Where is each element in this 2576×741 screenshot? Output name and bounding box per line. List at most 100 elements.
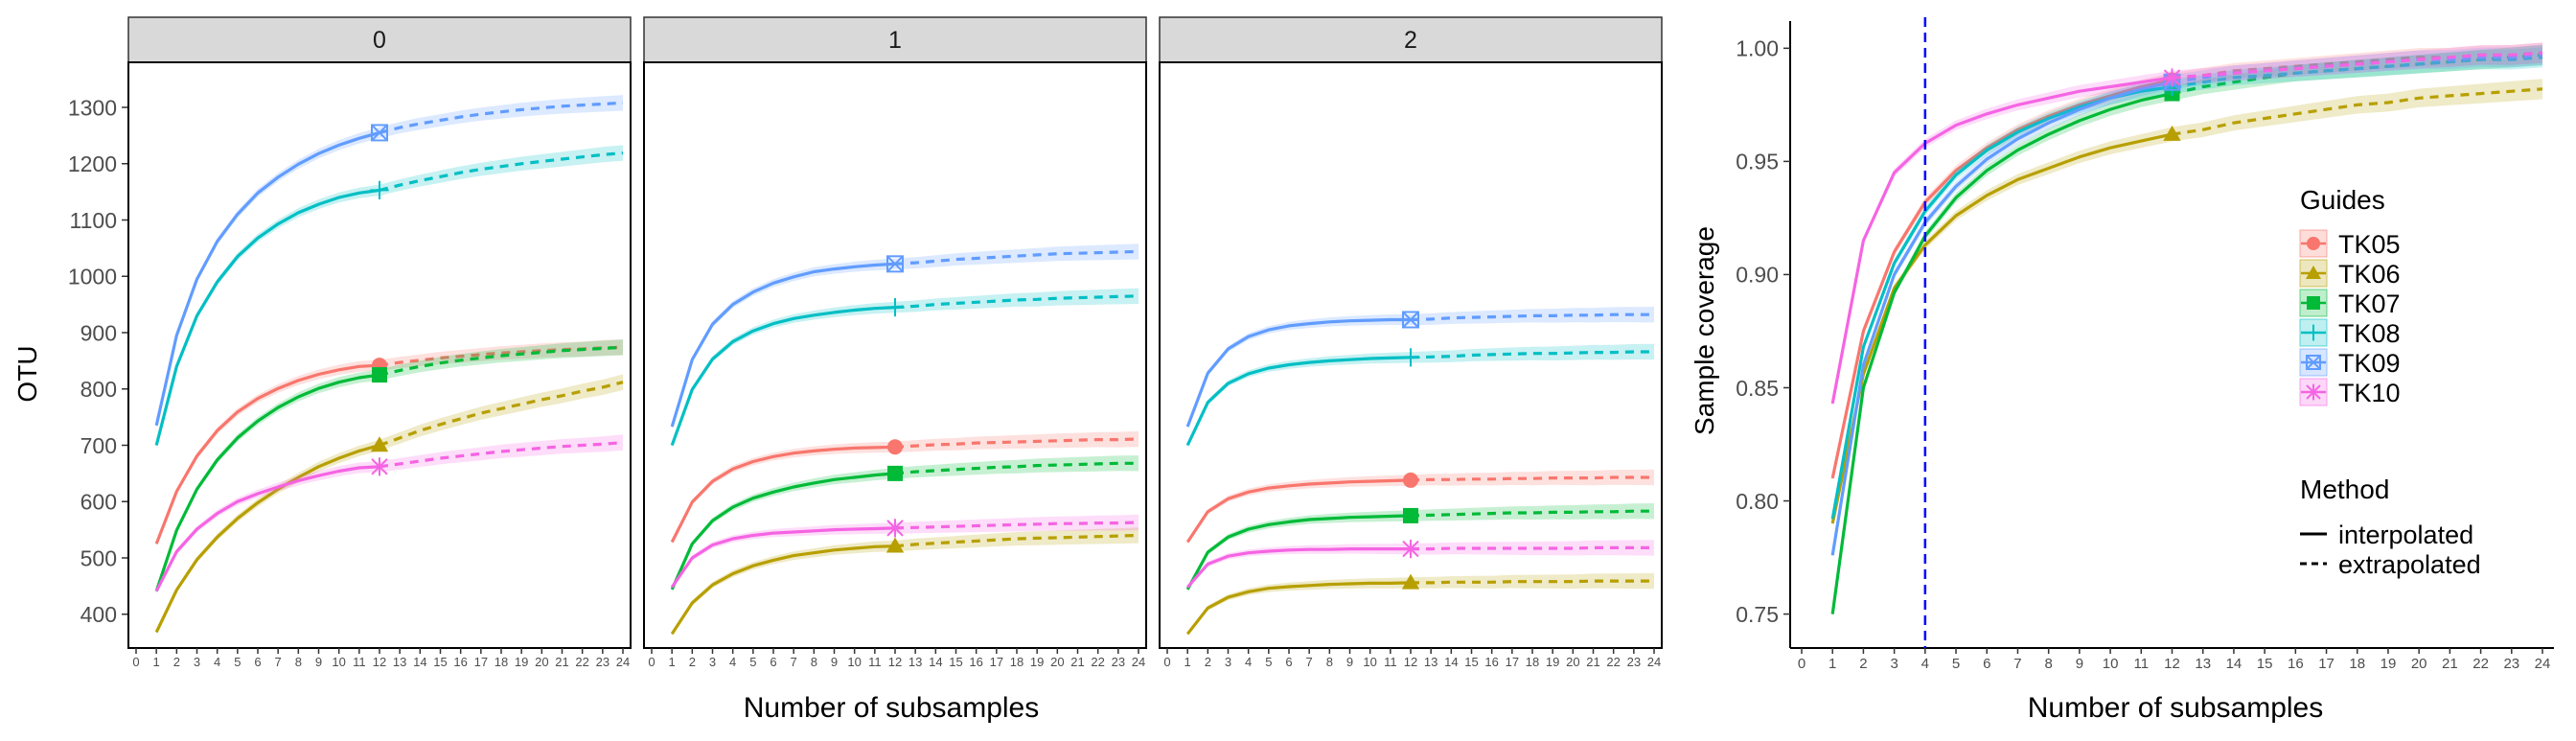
- interpolated-line: [670, 472, 896, 590]
- x-tick-label: 17: [990, 655, 1003, 669]
- x-tick-label: 20: [1050, 655, 1064, 669]
- x-tick-label: 9: [2076, 656, 2083, 672]
- legend-key-square-icon: [2307, 296, 2320, 310]
- x-tick-label: 0: [1163, 655, 1170, 669]
- x-tick-label: 19: [2380, 656, 2397, 672]
- observed-point-marker: [886, 297, 905, 317]
- extrapolated-line: [379, 441, 624, 469]
- confidence-band: [672, 527, 1138, 637]
- x-tick-label: 21: [555, 655, 568, 669]
- facet-strip-label: 1: [888, 27, 902, 54]
- left-y-axis-title: OTU: [12, 345, 42, 402]
- x-tick-label: 6: [1983, 656, 1990, 672]
- confidence-band: [1187, 469, 1654, 544]
- x-tick-label: 10: [2103, 656, 2119, 672]
- series-tk05-facet-2: [1185, 469, 1654, 544]
- extrapolated-line: [894, 437, 1139, 449]
- confidence-band: [1187, 503, 1654, 591]
- extrapolated-line: [1410, 509, 1654, 518]
- observed-point-marker: [371, 124, 388, 142]
- interpolated-line: [1830, 92, 2173, 614]
- x-tick-label: 4: [214, 655, 220, 669]
- x-tick-label: 9: [315, 655, 322, 669]
- x-tick-label: 0: [132, 655, 139, 669]
- interpolated-line: [154, 443, 380, 634]
- confidence-band: [672, 430, 1138, 544]
- confidence-band: [672, 288, 1138, 448]
- left-x-axis-title: Number of subsamples: [744, 692, 1039, 724]
- observed-point-marker: [886, 519, 904, 538]
- x-tick-label: 12: [888, 655, 902, 669]
- x-tick-label: 17: [474, 655, 488, 669]
- x-tick-label: 23: [1112, 655, 1125, 669]
- y-tick-label: 500: [80, 545, 117, 570]
- confidence-band: [1187, 540, 1654, 590]
- interpolated-line: [154, 130, 380, 427]
- x-tick-label: 7: [791, 655, 797, 669]
- legend-label: TK08: [2338, 319, 2401, 348]
- y-tick-label: 0.85: [1736, 376, 1779, 401]
- interpolated-line: [1830, 78, 2173, 479]
- x-tick-label: 7: [1306, 655, 1313, 669]
- extrapolated-line: [1410, 313, 1654, 322]
- series-tk10-facet-1: [670, 514, 1139, 590]
- interpolated-line: [1185, 356, 1412, 447]
- extrapolated-line: [894, 249, 1139, 266]
- series-tk06-facet-0: [154, 374, 624, 635]
- legend-method-extrapolated: extrapolated: [2300, 550, 2481, 579]
- series-tk08-facet-1: [670, 288, 1139, 448]
- x-tick-label: 11: [1384, 655, 1397, 669]
- facet-panel-0: 00 1 2 3 4 5 6 7 8 9 10 11 12 13 14 15 16 17 18 19 20 21 22 23 2…: [127, 16, 632, 669]
- x-tick-label: 18: [494, 655, 508, 669]
- x-tick-label: 12: [1404, 655, 1417, 669]
- observed-point-marker: [1403, 507, 1418, 523]
- x-tick-label: 2: [173, 655, 180, 669]
- confidence-band: [156, 434, 623, 593]
- extrapolated-line: [1411, 579, 1654, 585]
- x-tick-label: 17: [1506, 655, 1519, 669]
- legend-key-circle-icon: [2307, 237, 2320, 250]
- observed-point-marker: [371, 457, 388, 476]
- x-tick-label: 0: [648, 655, 655, 669]
- x-tick-label: 9: [831, 655, 838, 669]
- legend-key-triangle-icon: [2305, 265, 2322, 279]
- x-tick-label: 18: [1010, 655, 1024, 669]
- x-tick-label: 18: [2349, 656, 2365, 672]
- x-tick-label: 23: [1627, 655, 1641, 669]
- x-tick-label: 10: [1363, 655, 1376, 669]
- series-tk07-facet-0: [154, 339, 624, 593]
- x-tick-label: 5: [1952, 656, 1960, 672]
- x-tick-label: 19: [1546, 655, 1559, 669]
- extrapolated-line: [894, 294, 1139, 310]
- extrapolated-line: [379, 345, 624, 377]
- x-tick-label: 1: [1828, 656, 1836, 672]
- observed-point-marker: [886, 255, 904, 273]
- y-tick-label: 900: [80, 320, 117, 345]
- series-tk08-facet-2: [1185, 343, 1654, 448]
- y-tick-label: 1.00: [1736, 36, 1779, 61]
- x-tick-label: 7: [275, 655, 282, 669]
- facet-strip-label: 0: [373, 27, 386, 54]
- legend-label: TK10: [2338, 379, 2401, 407]
- x-tick-label: 10: [847, 655, 861, 669]
- series-tk09-facet-0: [154, 95, 624, 428]
- x-tick-label: 6: [254, 655, 261, 669]
- interpolated-line: [1185, 546, 1411, 589]
- x-tick-label: 24: [1132, 655, 1145, 669]
- x-tick-label: 24: [616, 655, 630, 669]
- series-tk05-facet-1: [670, 430, 1139, 544]
- legend-item-tk05: TK05: [2299, 229, 2401, 259]
- legend-key-square-cross-icon: [2306, 355, 2321, 370]
- x-tick-label: 20: [2411, 656, 2427, 672]
- x-tick-label: 10: [332, 655, 345, 669]
- extrapolated-line: [894, 521, 1139, 530]
- x-tick-label: 19: [1030, 655, 1044, 669]
- x-tick-label: 19: [515, 655, 528, 669]
- interpolated-line: [154, 188, 380, 446]
- extrapolated-line: [379, 151, 624, 192]
- extrapolated-line: [2172, 56, 2543, 89]
- legend-key-plus-icon: [2305, 324, 2322, 341]
